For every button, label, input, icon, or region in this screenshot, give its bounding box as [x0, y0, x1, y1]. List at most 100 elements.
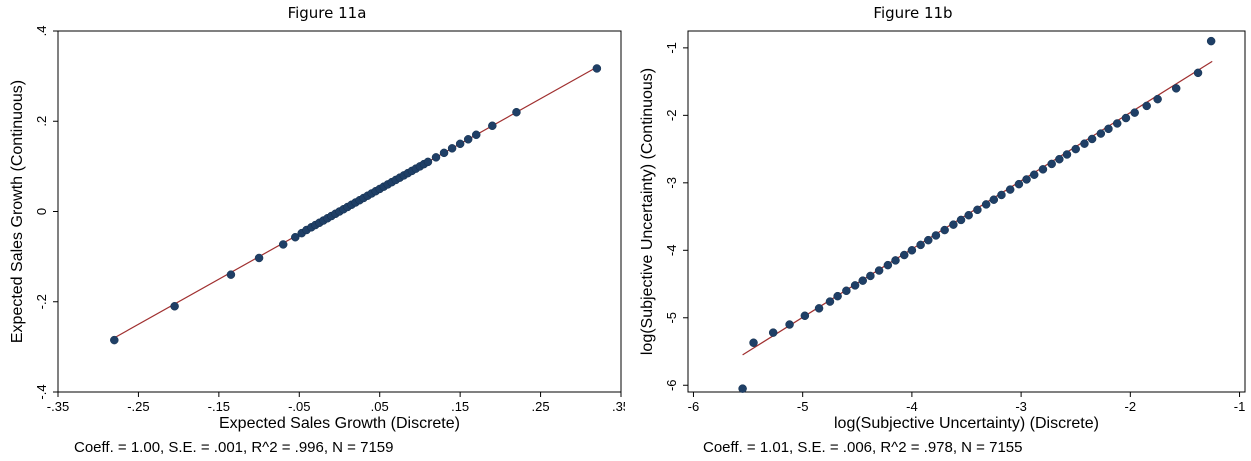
- chart-11b-data-point: [891, 256, 900, 265]
- chart-11b-data-point: [866, 271, 875, 281]
- chart-11b-data-point: [989, 195, 999, 204]
- chart-11a-y-tick-label: -.2: [34, 294, 49, 309]
- chart-11b-data-point: [850, 281, 860, 290]
- chart-11b-y-tick-label: -1: [664, 42, 679, 54]
- chart-11b-data-point: [899, 250, 909, 260]
- chart-11a-data-point: [170, 302, 179, 311]
- chart-11b-data-point: [1096, 129, 1106, 138]
- figure-11a-caption: Coeff. = 1.00, S.E. = .001, R^2 = .996, …: [74, 439, 394, 456]
- figure-11b-title: Figure 11b: [873, 4, 953, 22]
- chart-11b-data-point: [1142, 101, 1151, 111]
- chart-11b-data-point: [1087, 134, 1097, 144]
- chart-11b-y-tick-label: -6: [664, 379, 679, 391]
- chart-11a-data-point: [512, 107, 521, 117]
- chart-11b-data-point: [924, 235, 933, 245]
- chart-11b-data-point: [1029, 170, 1039, 179]
- chart-11b-data-point: [749, 338, 758, 347]
- chart-11a-data-point: [291, 232, 300, 242]
- chart-11b-data-point: [883, 260, 893, 270]
- chart-11a-y-tick-label: .2: [34, 116, 49, 127]
- chart-11b-data-point: [931, 231, 941, 240]
- chart-11b-data-point: [1171, 84, 1181, 93]
- figure-11b-caption: Coeff. = 1.01, S.E. = .006, R^2 = .978, …: [703, 439, 1023, 456]
- chart-11a-data-point: [439, 148, 449, 158]
- chart-11b-data-point: [1153, 94, 1162, 104]
- chart-11b-data-point: [1062, 150, 1072, 159]
- chart-11a-x-tick-label: .35: [612, 399, 625, 414]
- chart-11b-data-point: [874, 266, 884, 275]
- chart-11b-x-tick-label: -1: [1234, 399, 1246, 414]
- chart-11b-data-point: [1112, 119, 1122, 128]
- chart-11a-data-point: [431, 153, 441, 162]
- chart-11b-data-point: [997, 190, 1006, 200]
- chart-11b-y-tick-label: -5: [664, 312, 679, 324]
- chart-11b-data-point: [1005, 185, 1015, 194]
- chart-11b-y-tick-label: -3: [664, 177, 679, 189]
- chart-11b-data-point: [800, 311, 810, 321]
- chart-11b-data-point: [833, 291, 842, 301]
- chart-11a-data-point: [423, 157, 433, 167]
- chart-11b-data-point: [785, 320, 794, 329]
- chart-11a-data-point: [592, 64, 602, 73]
- chart-11b-x-tick-label: -5: [797, 399, 809, 414]
- chart-11a-y-tick-label: -.4: [34, 384, 49, 399]
- chart-11b-data-point: [1038, 165, 1048, 174]
- chart-11a-x-tick-label: -.15: [208, 399, 230, 414]
- chart-11b-data-point: [1104, 124, 1113, 134]
- chart-11b-data-point: [858, 276, 867, 285]
- chart-11a-data-point: [471, 130, 481, 140]
- chart-11a-x-axis-label: Expected Sales Growth (Discrete): [219, 415, 460, 432]
- chart-11b-data-point: [1130, 108, 1139, 117]
- chart-11a-data-point: [278, 240, 288, 249]
- chart-11b-y-tick-label: -4: [664, 245, 679, 257]
- figure-11a-title: Figure 11a: [287, 4, 367, 22]
- chart-11b-x-tick-label: -6: [688, 399, 700, 414]
- chart-11a-y-tick-label: .4: [34, 26, 49, 37]
- chart-11b-data-point: [738, 384, 747, 393]
- chart-11a-x-tick-label: .25: [532, 399, 550, 414]
- chart-11a: -.35 -.25 -.15 -.05 .05 .15 .25 .35 -.4 -.2 0 .2 .4 E…: [9, 26, 625, 432]
- chart-11b-data-point: [1014, 179, 1024, 189]
- chart-11a-data-point: [447, 144, 457, 153]
- chart-11b-x-tick-label: -4: [906, 399, 918, 414]
- chart-11b-data-point: [916, 240, 925, 250]
- chart-11b-plot-frame: [687, 30, 1246, 393]
- chart-11a-data-point: [455, 139, 465, 149]
- chart-11b-x-tick-label: -2: [1125, 399, 1137, 414]
- chart-11a-data-point: [488, 121, 497, 131]
- chart-11a-y-axis-label: Expected Sales Growth (Continuous): [9, 80, 26, 343]
- chart-11b-data-point: [768, 328, 778, 337]
- chart-11b-data-point: [907, 246, 917, 255]
- chart-11a-x-tick-label: .15: [451, 399, 469, 414]
- chart-11b-data-point: [825, 297, 835, 306]
- chart-11b-data-point: [1193, 68, 1203, 78]
- chart-11a-data-point: [110, 335, 119, 345]
- chart-11b-data-point: [949, 220, 958, 229]
- chart-11b-data-point: [1121, 113, 1131, 123]
- chart-11b-data-point: [842, 286, 851, 296]
- chart-11b-data-point: [940, 225, 949, 235]
- chart-11b-data-point: [973, 205, 982, 215]
- chart-11b-x-axis-label: log(Subjective Uncertainty) (Discrete): [834, 415, 1099, 432]
- chart-11b-data-point: [956, 215, 966, 225]
- chart-11a-x-tick-label: -.25: [127, 399, 149, 414]
- chart-11b-y-axis-label: log(Subjective Uncertainty) (Continuous): [639, 68, 656, 355]
- chart-11b-data-point: [1055, 154, 1064, 164]
- chart-11b-data-point: [1080, 139, 1089, 148]
- chart-11b-data-point: [1071, 144, 1080, 154]
- chart-11b-data-point: [1047, 159, 1056, 169]
- chart-11b-x-tick-label: -3: [1015, 399, 1027, 414]
- chart-11a-x-tick-label: -.35: [47, 399, 69, 414]
- chart-11b-data-point: [814, 304, 824, 313]
- chart-11b-data-point: [964, 210, 973, 220]
- chart-11b-data-point: [1206, 36, 1216, 46]
- chart-11a-data-point: [463, 135, 473, 144]
- chart-11b-y-tick-label: -2: [664, 110, 679, 122]
- chart-11a-data-point: [226, 270, 236, 279]
- chart-11a-x-tick-label: .05: [371, 399, 389, 414]
- chart-11b-data-point: [1022, 175, 1031, 184]
- chart-11a-y-tick-label: 0: [34, 208, 49, 215]
- chart-11a-x-tick-label: -.05: [288, 399, 310, 414]
- chart-11a-data-point: [254, 253, 264, 263]
